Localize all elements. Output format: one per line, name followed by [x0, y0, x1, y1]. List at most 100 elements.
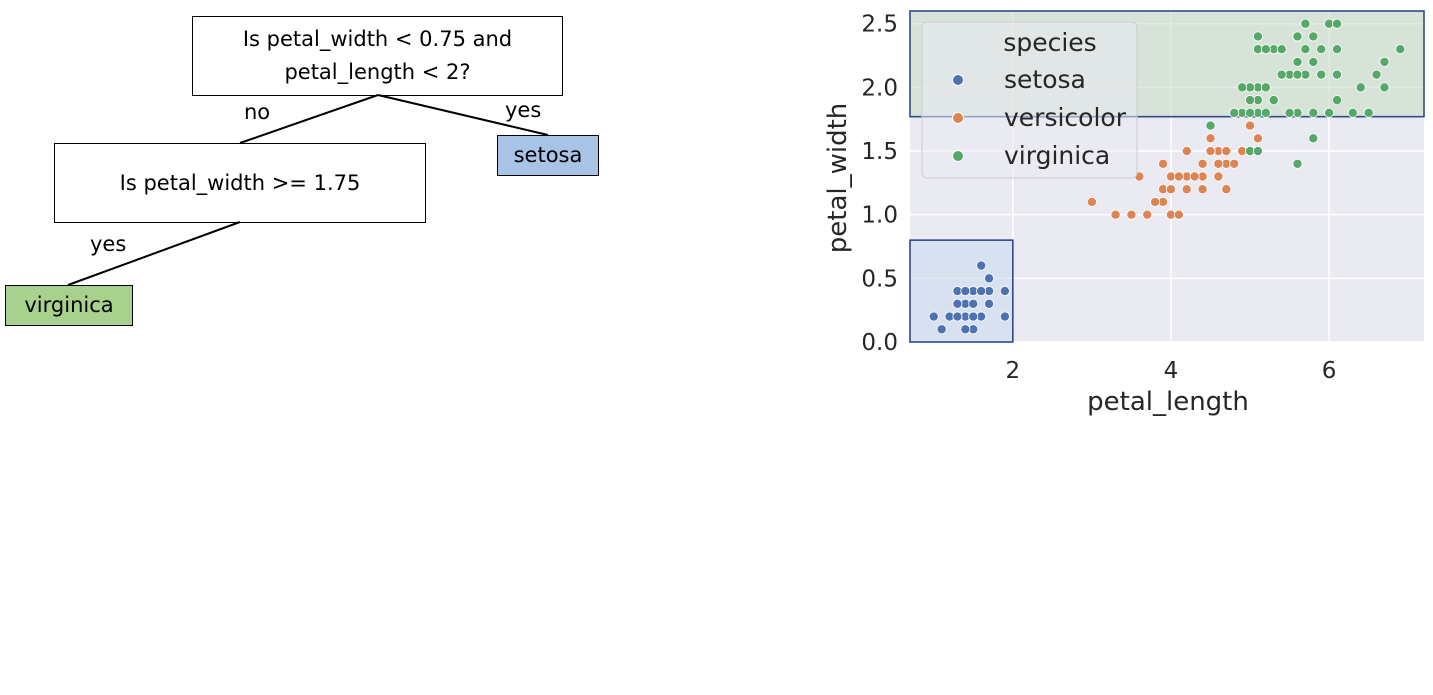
point-setosa-18 — [976, 260, 987, 271]
legend-label-setosa: setosa — [1004, 65, 1086, 94]
point-virginica-14 — [1252, 31, 1263, 42]
point-versicolor-15 — [1173, 209, 1184, 220]
edge-node2-to-virginica — [67, 221, 241, 286]
point-setosa-16 — [999, 311, 1010, 322]
legend-title: species — [1003, 28, 1096, 57]
point-virginica-34 — [1292, 158, 1303, 169]
legend-label-versicolor: versicolor — [1004, 103, 1127, 132]
point-virginica-32 — [1292, 56, 1303, 67]
point-virginica-22 — [1379, 82, 1390, 93]
point-versicolor-40 — [1086, 196, 1097, 207]
point-virginica-44 — [1260, 44, 1271, 55]
point-versicolor-29 — [1142, 209, 1153, 220]
point-virginica-28 — [1292, 69, 1303, 80]
point-versicolor-39 — [1165, 184, 1176, 195]
point-virginica-2 — [1316, 69, 1327, 80]
point-virginica-6 — [1205, 120, 1216, 131]
point-virginica-7 — [1347, 107, 1358, 118]
point-virginica-33 — [1252, 146, 1263, 157]
legend-label-virginica: virginica — [1004, 141, 1110, 170]
x-tick-labels: 2 4 6 — [1005, 358, 1336, 384]
point-versicolor-37 — [1197, 184, 1208, 195]
point-virginica-8 — [1308, 107, 1319, 118]
point-setosa-14 — [928, 311, 939, 322]
point-setosa-23 — [968, 311, 979, 322]
point-versicolor-9 — [1181, 146, 1192, 157]
point-setosa-19 — [999, 286, 1010, 297]
point-virginica-38 — [1229, 107, 1240, 118]
point-setosa-22 — [960, 286, 971, 297]
root-question-line2: petal_length < 2? — [284, 60, 471, 84]
point-virginica-4 — [1308, 56, 1319, 67]
point-setosa-17 — [976, 286, 987, 297]
point-virginica-40 — [1292, 31, 1303, 42]
point-virginica-51 — [1308, 31, 1319, 42]
point-virginica-49 — [1363, 107, 1374, 118]
point-virginica-29 — [1308, 133, 1319, 144]
decision-tree-connectors — [67, 94, 549, 286]
edge-label-yes-root: yes — [505, 98, 542, 122]
point-setosa-8 — [936, 324, 947, 335]
legend-marker-virginica — [952, 150, 964, 162]
point-versicolor-45 — [1173, 171, 1184, 182]
point-versicolor-47 — [1213, 171, 1224, 182]
point-versicolor-49 — [1229, 158, 1240, 169]
petal-width-question-node: Is petal_width >= 1.75 — [54, 143, 426, 223]
y-axis-title: petal_width — [823, 103, 853, 254]
point-versicolor-5 — [1110, 209, 1121, 220]
point-virginica-31 — [1355, 82, 1366, 93]
point-virginica-5 — [1371, 69, 1382, 80]
point-virginica-42 — [1316, 44, 1327, 55]
iris-scatter-chart: 2 4 6 0.0 0.5 1.0 1.5 2.0 2.5 petal_length peta… — [823, 10, 1425, 417]
point-virginica-30 — [1332, 95, 1343, 106]
point-virginica-47 — [1276, 44, 1287, 55]
point-virginica-18 — [1395, 44, 1406, 55]
y-tick-label-0: 0.0 — [861, 330, 898, 356]
point-setosa-13 — [968, 298, 979, 309]
point-versicolor-43 — [1189, 171, 1200, 182]
point-versicolor-38 — [1213, 158, 1224, 169]
point-versicolor-31 — [1252, 133, 1263, 144]
edge-root-to-setosa — [377, 94, 549, 136]
point-virginica-21 — [1237, 82, 1248, 93]
leaf-setosa: setosa — [497, 135, 599, 176]
point-setosa-7 — [960, 324, 971, 335]
point-setosa-12 — [984, 298, 995, 309]
edge-root-to-node2 — [239, 94, 379, 144]
point-virginica-52 — [1332, 69, 1343, 80]
point-virginica-50 — [1245, 107, 1256, 118]
point-versicolor-25 — [1245, 120, 1256, 131]
point-versicolor-7 — [1158, 158, 1169, 169]
point-virginica-20 — [1300, 44, 1311, 55]
y-tick-labels: 0.0 0.5 1.0 1.5 2.0 2.5 — [861, 12, 898, 356]
point-virginica-9 — [1332, 18, 1343, 29]
point-versicolor-33 — [1221, 146, 1232, 157]
y-tick-label-1: 0.5 — [861, 266, 898, 292]
root-question-node: Is petal_width < 0.75 and petal_length <… — [192, 16, 563, 96]
legend-marker-versicolor — [952, 112, 964, 124]
point-virginica-17 — [1379, 56, 1390, 67]
point-setosa-15 — [984, 273, 995, 284]
point-versicolor-23 — [1197, 158, 1208, 169]
point-virginica-46 — [1260, 82, 1271, 93]
point-versicolor-48 — [1205, 133, 1216, 144]
x-tick-label-0: 2 — [1005, 358, 1020, 384]
y-tick-label-5: 2.5 — [861, 12, 898, 38]
leaf-virginica: virginica — [5, 285, 133, 326]
root-question-line1: Is petal_width < 0.75 and — [242, 27, 513, 52]
legend: species setosa versicolor virginica — [921, 21, 1138, 179]
point-virginica-25 — [1324, 107, 1335, 118]
point-virginica-11 — [1268, 95, 1279, 106]
point-versicolor-44 — [1150, 196, 1161, 207]
point-versicolor-21 — [1221, 184, 1232, 195]
point-versicolor-42 — [1181, 184, 1192, 195]
y-tick-label-3: 1.5 — [861, 139, 898, 165]
point-virginica-45 — [1245, 95, 1256, 106]
point-virginica-39 — [1276, 69, 1287, 80]
edge-label-no: no — [244, 100, 271, 124]
point-virginica-35 — [1332, 44, 1343, 55]
point-virginica-43 — [1300, 18, 1311, 29]
edge-label-yes-node2: yes — [90, 232, 127, 256]
legend-box — [921, 21, 1138, 179]
point-virginica-53 — [1260, 107, 1271, 118]
